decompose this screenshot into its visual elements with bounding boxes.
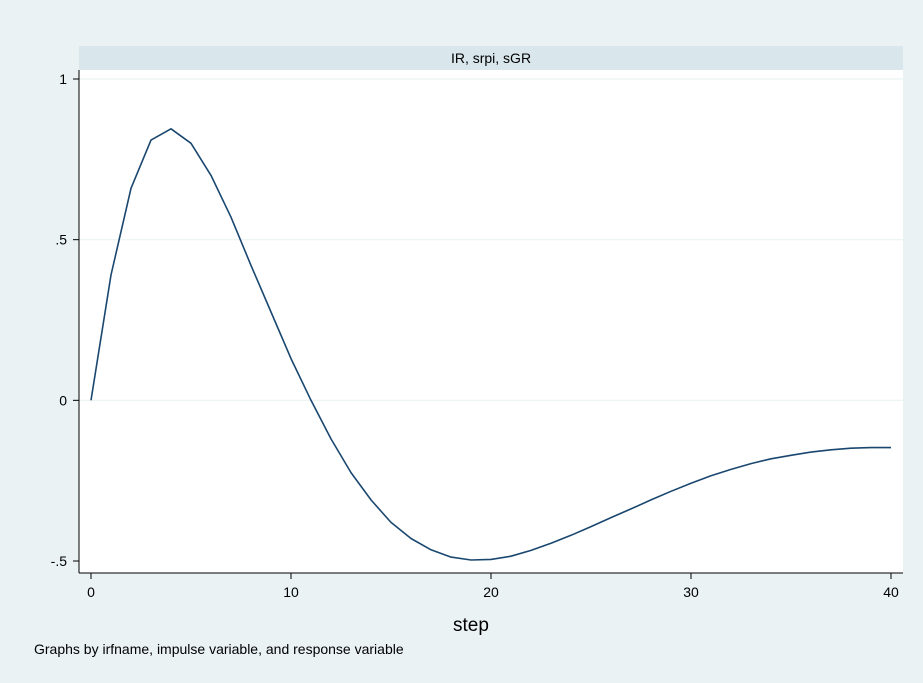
x-axis: 0 10 20 30 40	[79, 572, 903, 600]
y-tick-label: 0	[59, 392, 67, 408]
y-tick-label: -.5	[51, 553, 68, 569]
grid-lines	[79, 78, 903, 401]
y-axis: -.5 0 .5 1	[51, 70, 80, 573]
x-tick-label: 40	[883, 584, 899, 600]
series-line	[90, 128, 891, 561]
y-tick-label: 1	[59, 71, 67, 87]
x-tick-label: 20	[483, 584, 499, 600]
y-tick-label: .5	[55, 232, 67, 248]
x-tick-label: 30	[683, 584, 699, 600]
plot-area	[79, 70, 903, 573]
x-tick-label: 10	[283, 584, 299, 600]
panel-title: IR, srpi, sGR	[451, 50, 531, 66]
chart-note: Graphs by irfname, impulse variable, and…	[34, 641, 404, 657]
series-layer	[90, 128, 891, 561]
x-axis-title: step	[453, 615, 489, 636]
x-tick-label: 0	[87, 584, 95, 600]
panel-header	[79, 46, 903, 70]
